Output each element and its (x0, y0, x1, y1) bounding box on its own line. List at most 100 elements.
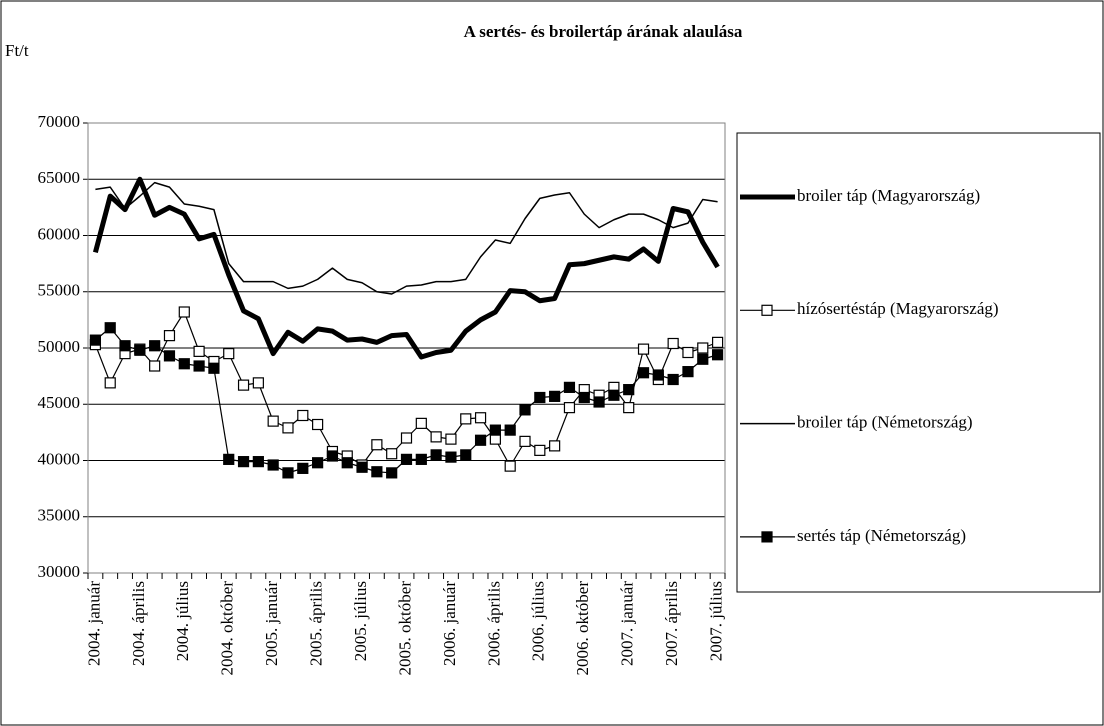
y-tick-label: 35000 (38, 506, 81, 525)
marker (593, 396, 605, 408)
marker (549, 390, 561, 402)
y-tick-label: 55000 (38, 281, 81, 300)
marker (563, 402, 576, 414)
marker (312, 418, 324, 431)
marker (519, 404, 531, 416)
marker (104, 377, 116, 389)
marker (474, 434, 487, 446)
marker (282, 422, 294, 434)
marker (697, 353, 709, 365)
marker (682, 346, 694, 359)
marker (149, 340, 161, 352)
marker (761, 531, 773, 543)
legend-label: hízósertéstáp (Magyarország) (797, 299, 999, 318)
legend-label: sertés táp (Németország) (797, 526, 966, 545)
y-tick-label: 45000 (38, 393, 81, 412)
marker (326, 450, 339, 462)
marker (163, 330, 176, 342)
marker (119, 340, 131, 352)
marker (445, 433, 457, 445)
marker (312, 457, 324, 469)
x-tick-label: 2006. április (484, 581, 503, 666)
marker (652, 369, 664, 381)
marker (356, 461, 368, 473)
legend-box (736, 132, 1101, 593)
marker (563, 381, 576, 393)
x-tick-label: 2006. július (529, 581, 548, 661)
marker (637, 343, 650, 355)
marker (578, 391, 590, 404)
marker (386, 467, 398, 479)
marker (430, 449, 442, 461)
marker (371, 466, 383, 478)
marker (549, 440, 561, 452)
x-tick-label: 2005. április (307, 581, 326, 666)
marker (637, 367, 650, 379)
y-tick-label: 40000 (38, 449, 81, 468)
marker (400, 432, 413, 444)
marker (682, 366, 694, 378)
marker (237, 379, 250, 391)
y-tick-label: 30000 (38, 562, 81, 581)
marker (504, 424, 516, 436)
marker (89, 334, 102, 346)
x-tick-label: 2005. október (395, 581, 414, 676)
y-axis-label: Ft/t (5, 41, 29, 60)
marker (415, 453, 427, 465)
marker (149, 360, 161, 372)
marker (711, 349, 724, 361)
marker (667, 337, 679, 350)
legend-label: broiler táp (Németország) (797, 413, 973, 432)
marker (460, 413, 472, 425)
marker (104, 322, 116, 334)
series-line (95, 327, 718, 474)
marker (430, 431, 442, 443)
marker (504, 460, 516, 472)
y-tick-label: 60000 (38, 224, 81, 243)
marker (623, 402, 635, 414)
marker (223, 348, 235, 360)
marker (297, 462, 309, 474)
x-tick-label: 2005. január (262, 581, 281, 666)
marker (208, 362, 220, 374)
marker (178, 358, 190, 370)
x-tick-label: 2004. január (84, 581, 103, 666)
marker (252, 456, 264, 468)
x-tick-label: 2004. október (218, 581, 237, 676)
y-tick-label: 65000 (38, 168, 81, 187)
marker (178, 306, 190, 318)
marker (474, 412, 487, 424)
marker (297, 409, 309, 422)
marker (400, 453, 413, 465)
y-tick-label: 70000 (38, 112, 81, 131)
marker (282, 467, 294, 479)
marker (623, 384, 635, 396)
marker (193, 345, 205, 357)
x-tick-label: 2006. október (573, 581, 592, 676)
plot-area (87, 122, 726, 574)
y-tick-label: 50000 (38, 337, 81, 356)
marker (534, 444, 546, 456)
x-tick-label: 2004. július (173, 581, 192, 661)
marker (711, 336, 724, 348)
marker (489, 424, 501, 436)
x-tick-label: 2004. április (129, 581, 148, 666)
marker (163, 350, 176, 362)
marker (134, 344, 146, 356)
marker (237, 456, 250, 468)
series-line (92, 176, 720, 360)
marker (445, 451, 457, 463)
marker (386, 448, 398, 460)
x-tick-label: 2005. július (351, 581, 370, 661)
marker (460, 449, 472, 461)
x-tick-label: 2006. január (440, 581, 459, 666)
marker (534, 391, 546, 404)
marker (267, 459, 279, 471)
marker (341, 457, 353, 469)
marker (761, 304, 773, 316)
legend-label: broiler táp (Magyarország) (797, 186, 980, 205)
marker (415, 417, 427, 429)
marker (267, 415, 279, 427)
series-line (95, 181, 718, 295)
